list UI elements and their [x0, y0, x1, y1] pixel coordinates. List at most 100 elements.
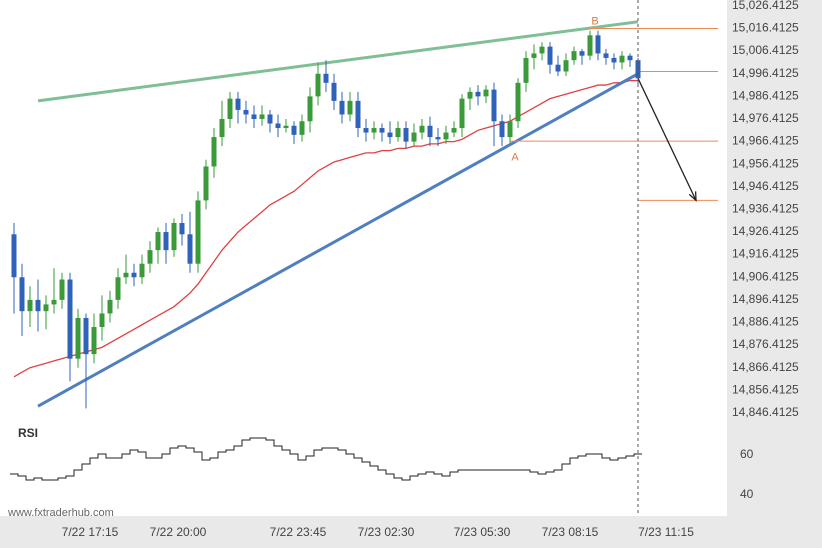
candle-body [523, 57, 529, 83]
candle-body [507, 121, 513, 138]
y-tick-label: 14,896.4125 [732, 292, 799, 306]
candle-body [235, 98, 241, 110]
candle-body [379, 128, 385, 133]
watermark: www.fxtraderhub.com [7, 507, 114, 519]
candle-body [203, 166, 209, 201]
y-tick-label: 14,996.4125 [732, 66, 799, 80]
y-tick-label: 14,936.4125 [732, 202, 799, 216]
rsi-panel: RSI 60 40 [10, 426, 754, 501]
y-tick-label: 14,906.4125 [732, 269, 799, 283]
candle-body [619, 55, 625, 63]
forecast-arrow-layer [637, 78, 697, 202]
candle-body [499, 121, 505, 138]
candle-body [603, 53, 609, 58]
candle-body [291, 125, 297, 135]
candle-body [563, 60, 569, 72]
candle-body [115, 277, 121, 300]
candle-body [267, 114, 273, 124]
candle-body [355, 100, 361, 129]
x-tick-label: 7/23 02:30 [358, 525, 415, 539]
candle-body [587, 35, 593, 56]
candle-body [19, 277, 25, 312]
candle-body [595, 35, 601, 54]
candle-body [131, 272, 137, 278]
y-tick-label: 15,006.4125 [732, 43, 799, 57]
candle-body [491, 89, 497, 122]
candle-body [259, 114, 265, 119]
x-tick-label: 7/23 08:15 [542, 525, 599, 539]
forecast-arrow-line [637, 78, 697, 201]
y-tick-label: 14,876.4125 [732, 337, 799, 351]
candle-body [331, 82, 337, 101]
rsi-line [10, 437, 642, 481]
candle-body [43, 304, 49, 312]
candle-body [411, 132, 417, 142]
candle-body [179, 222, 185, 235]
point-label-A: A [511, 151, 519, 163]
y-tick-label: 14,866.4125 [732, 360, 799, 374]
candle-body [387, 132, 393, 138]
candle-body [275, 123, 281, 129]
candle-body [315, 73, 321, 97]
y-tick-label: 14,946.4125 [732, 179, 799, 193]
trendline-resistance [37, 20, 639, 103]
candle-body [539, 46, 545, 54]
y-tick-label: 14,976.4125 [732, 111, 799, 125]
y-tick-label: 14,886.4125 [732, 315, 799, 329]
y-tick-label: 14,956.4125 [732, 156, 799, 170]
candle-body [27, 299, 33, 312]
candle-body [339, 100, 345, 115]
candle-body [299, 121, 305, 135]
candles-layer [11, 30, 641, 409]
y-tick-label: 14,986.4125 [732, 88, 799, 102]
rsi-tick-label: 40 [740, 487, 754, 501]
candle-body [571, 51, 577, 61]
moving-average-line [13, 79, 638, 378]
y-tick-label: 14,846.4125 [732, 405, 799, 419]
candle-body [435, 137, 441, 140]
candle-body [403, 128, 409, 142]
candle-body [347, 100, 353, 115]
x-axis-panel [0, 516, 727, 548]
y-tick-label: 14,856.4125 [732, 382, 799, 396]
candle-body [155, 232, 161, 251]
candle-body [67, 279, 73, 359]
candle-body [443, 132, 449, 140]
y-tick-label: 14,916.4125 [732, 247, 799, 261]
candle-body [323, 73, 329, 83]
y-tick-label: 15,026.4125 [732, 0, 799, 12]
candle-body [187, 234, 193, 264]
candle-body [395, 128, 401, 138]
candle-body [363, 128, 369, 133]
candle-body [531, 53, 537, 58]
x-tick-label: 7/22 23:45 [270, 525, 327, 539]
candle-body [283, 125, 289, 129]
candle-body [11, 234, 17, 278]
candle-body [227, 98, 233, 119]
candle-body [171, 222, 177, 251]
candle-body [307, 96, 313, 122]
candle-body [459, 98, 465, 129]
candle-body [427, 125, 433, 138]
y-tick-label: 14,926.4125 [732, 224, 799, 238]
x-tick-label: 7/22 17:15 [62, 525, 119, 539]
y-tick-label: 14,966.4125 [732, 134, 799, 148]
y-axis-ticks: 15,026.4125 15,016.4125 15,006.4125 14,996.… [732, 0, 799, 419]
candle-body [419, 125, 425, 133]
candle-body [83, 317, 89, 355]
candle-body [139, 263, 145, 278]
candle-body [627, 55, 633, 61]
candle-body [99, 313, 105, 328]
moving-average-layer [13, 79, 638, 378]
trendline-support [37, 72, 639, 408]
candle-body [59, 279, 65, 300]
candle-body [371, 128, 377, 133]
candle-body [35, 299, 41, 312]
candle-body [483, 89, 489, 97]
x-axis-ticks: 7/22 17:15 7/22 20:00 7/22 23:45 7/23 02:30… [62, 525, 695, 539]
candle-body [195, 200, 201, 264]
x-tick-label: 7/23 11:15 [638, 525, 694, 539]
candle-body [211, 137, 217, 167]
